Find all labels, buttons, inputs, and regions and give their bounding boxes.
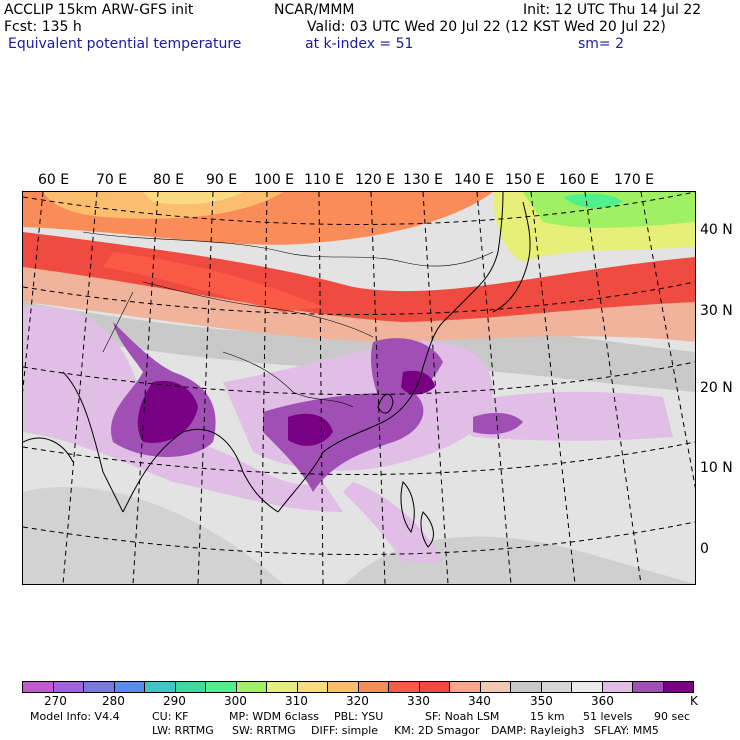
lon-label: 90 E [206, 172, 238, 188]
colorbar-swatch [358, 682, 389, 692]
colorbar-swatch [450, 682, 481, 692]
colorbar-tick-label: 330 [407, 694, 430, 708]
colorbar-swatch [236, 682, 267, 692]
colorbar-swatch [206, 682, 237, 692]
footer-item: SFLAY: MM5 [594, 724, 659, 737]
org-label: NCAR/MMM [274, 2, 355, 18]
colorbar-tick-label: 280 [102, 694, 125, 708]
colorbar-swatch [53, 682, 84, 692]
colorbar-swatch [145, 682, 176, 692]
lat-label: 0 [700, 541, 709, 557]
lon-label: 120 E [355, 172, 396, 188]
init-time: Init: 12 UTC Thu 14 Jul 22 [523, 2, 702, 18]
k-index: at k-index = 51 [305, 36, 414, 52]
colorbar-swatch [175, 682, 206, 692]
footer-item: PBL: YSU [334, 710, 384, 723]
footer-item: DAMP: Rayleigh3 [491, 724, 585, 737]
lat-label: 40 N [700, 222, 733, 238]
borders [82, 231, 494, 408]
theta-e-field [23, 192, 695, 584]
colorbar-swatch [480, 682, 511, 692]
colorbar-swatch [511, 682, 542, 692]
colorbar-tick-label: 340 [468, 694, 491, 708]
colorbar-swatch [84, 682, 115, 692]
lon-label: 110 E [304, 172, 345, 188]
lat-label: 20 N [700, 380, 733, 396]
valid-time: Valid: 03 UTC Wed 20 Jul 22 (12 KST Wed … [307, 19, 666, 35]
lon-label: 100 E [254, 172, 295, 188]
colorbar-swatch [572, 682, 603, 692]
forecast-hour: Fcst: 135 h [4, 19, 82, 35]
colorbar-swatch [633, 682, 664, 692]
lon-label: 80 E [153, 172, 185, 188]
colorbar-swatch [328, 682, 359, 692]
colorbar-swatch [389, 682, 420, 692]
lon-label: 60 E [38, 172, 70, 188]
colorbar-unit: K [690, 694, 698, 708]
colorbar [22, 681, 694, 693]
graticule [23, 192, 695, 584]
lat-label: 10 N [700, 460, 733, 476]
colorbar-tick-label: 320 [346, 694, 369, 708]
colorbar-tick-label: 270 [44, 694, 67, 708]
colorbar-tick-label: 360 [591, 694, 614, 708]
colorbar-tick-label: 300 [224, 694, 247, 708]
colorbar-swatch [602, 682, 633, 692]
colorbar-swatch [541, 682, 572, 692]
colorbar-swatch [419, 682, 450, 692]
map-panel [22, 191, 696, 585]
footer-item: KM: 2D Smagor [394, 724, 480, 737]
lon-label: 70 E [96, 172, 128, 188]
footer-item: SF: Noah LSM [425, 710, 500, 723]
lon-label: 140 E [454, 172, 495, 188]
lon-label: 170 E [614, 172, 655, 188]
lon-label: 150 E [505, 172, 546, 188]
footer-item: Model Info: V4.4 [30, 710, 120, 723]
footer-item: 51 levels [583, 710, 633, 723]
footer-item: MP: WDM 6class [229, 710, 319, 723]
smoothing: sm= 2 [578, 36, 625, 52]
lon-label: 130 E [403, 172, 444, 188]
lat-label: 30 N [700, 303, 733, 319]
footer-item: DIFF: simple [311, 724, 379, 737]
lon-label: 160 E [559, 172, 600, 188]
colorbar-swatch [267, 682, 298, 692]
footer-item: LW: RRTMG [152, 724, 214, 737]
colorbar-swatch [23, 682, 54, 692]
colorbar-tick-label: 350 [530, 694, 553, 708]
field-name: Equivalent potential temperature [8, 36, 242, 52]
colorbar-swatch [114, 682, 145, 692]
colorbar-tick-label: 310 [285, 694, 308, 708]
coastlines [23, 192, 531, 548]
footer-item: CU: KF [152, 710, 189, 723]
colorbar-swatch [297, 682, 328, 692]
colorbar-swatch [663, 682, 693, 692]
footer-item: 90 sec [654, 710, 691, 723]
model-title: ACCLIP 15km ARW-GFS init [4, 2, 194, 18]
colorbar-tick-label: 290 [163, 694, 186, 708]
footer-item: SW: RRTMG [232, 724, 296, 737]
footer-item: 15 km [530, 710, 565, 723]
